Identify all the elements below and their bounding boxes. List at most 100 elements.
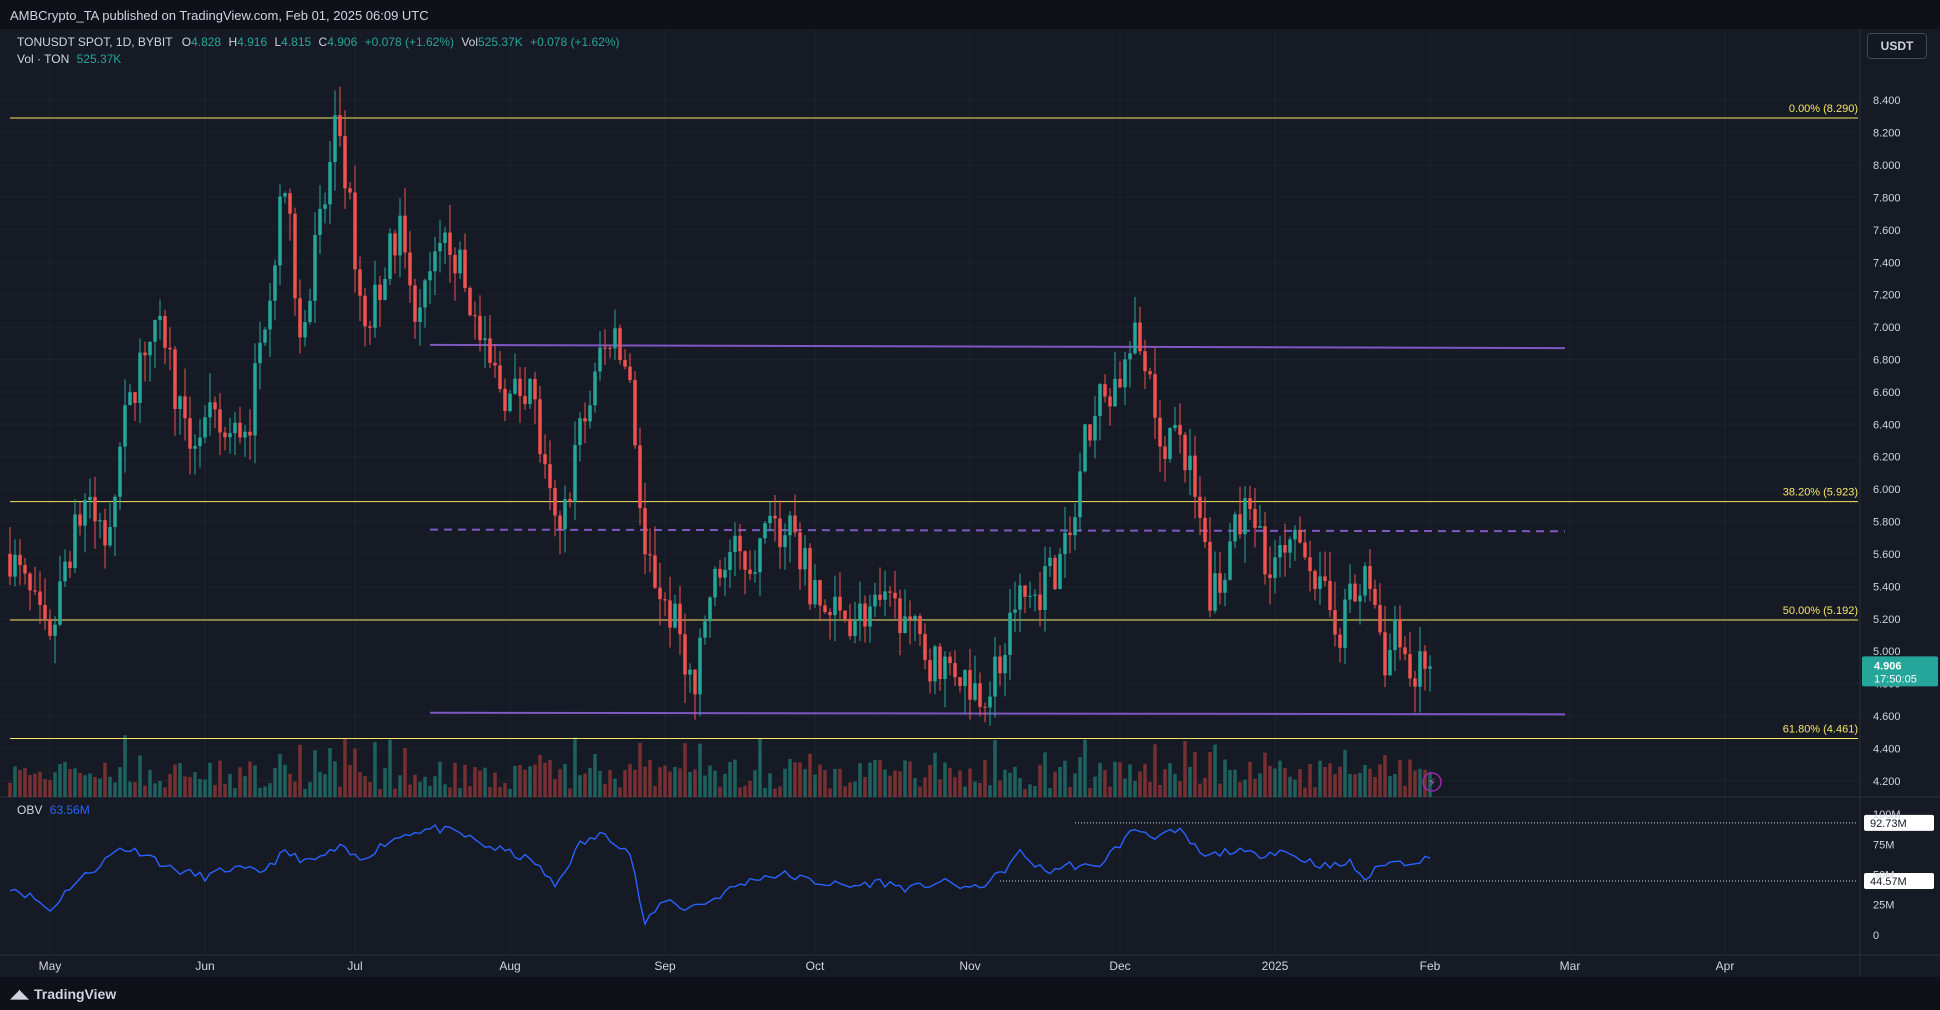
volume-bar (938, 779, 942, 797)
candle-body (688, 669, 692, 675)
volume-bar (693, 769, 697, 797)
candle-body (748, 569, 752, 574)
volume-bar (1088, 787, 1092, 797)
volume-bar (28, 774, 32, 797)
volume-bar (368, 782, 372, 797)
volume-bar (1413, 770, 1417, 797)
fib-label: 0.00% (8.290) (1789, 103, 1858, 115)
volume-bar (868, 762, 872, 797)
candle-body (178, 396, 182, 410)
candle-body (913, 616, 917, 620)
grid (0, 29, 1940, 977)
volume-bar (68, 769, 72, 797)
volume-bar (473, 767, 477, 797)
volume-bar (388, 739, 392, 797)
candle-body (1048, 557, 1052, 567)
volume-bar (173, 764, 177, 797)
candle-body (1333, 610, 1337, 635)
channel-line-lower[interactable] (429, 711, 1566, 716)
volume-bar (988, 785, 992, 797)
volume-bar (248, 761, 252, 797)
candle-body (353, 192, 357, 270)
volume-bar (873, 759, 877, 797)
obv-marker-label: 92.73M (1870, 818, 1907, 830)
volume-bar (573, 737, 577, 797)
price-tick-label: 4.400 (1873, 743, 1901, 755)
volume-bar (513, 765, 517, 797)
volume-bar (588, 767, 592, 797)
volume-bar (1298, 769, 1302, 797)
volume-bar (143, 785, 147, 797)
candle-body (403, 215, 407, 253)
volume-bar (908, 761, 912, 797)
chart-canvas[interactable]: 0.00% (8.290) 38.20% (5.923) 50.00% (5.192… (0, 29, 1940, 977)
volume-bar (723, 773, 727, 797)
candle-body (1028, 595, 1032, 597)
volume-bar (578, 775, 582, 797)
volume-bar (818, 764, 822, 797)
volume-bar (278, 753, 282, 797)
candle-body (838, 596, 842, 611)
time-tick-label: Jun (195, 959, 214, 973)
lightning-icon[interactable] (1422, 772, 1442, 792)
vol-label: Vol (461, 35, 479, 49)
candle-body (753, 572, 757, 574)
candle-body (963, 670, 967, 687)
candle-body (628, 366, 632, 381)
candle-body (603, 347, 607, 349)
volume-bar (533, 764, 537, 797)
time-tick-label: Aug (499, 959, 520, 973)
volume-bar (83, 775, 87, 797)
candle-body (673, 603, 677, 628)
candle-body (923, 634, 927, 661)
price-tick-label: 4.600 (1873, 711, 1901, 723)
volume-bar (403, 748, 407, 797)
volume-bar (1303, 787, 1307, 797)
currency-button[interactable]: USDT (1867, 33, 1927, 59)
volume-bar (773, 788, 777, 797)
volume-bar (528, 766, 532, 797)
volume-bar (448, 787, 452, 797)
candle-body (73, 514, 77, 569)
volume-bar (353, 748, 357, 797)
candle-body (93, 496, 97, 522)
price-tick-label: 7.200 (1873, 290, 1901, 302)
obv-tick-label: 50M (1873, 869, 1894, 881)
candle-body (118, 446, 122, 497)
volume-bar (748, 780, 752, 797)
candle-body (1013, 609, 1017, 613)
candle-body (1343, 599, 1347, 648)
volume-bar (893, 770, 897, 797)
volume-bar (1393, 774, 1397, 797)
volume-bar (1358, 772, 1362, 797)
volume-bar (1368, 768, 1372, 797)
candle-body (383, 278, 387, 300)
obv-marker-label: 44.57M (1870, 876, 1907, 888)
time-tick-label: Sep (654, 959, 676, 973)
candle-body (1393, 619, 1397, 651)
volume-bar (138, 755, 142, 797)
candle-body (1208, 541, 1212, 611)
candle-body (593, 371, 597, 406)
tradingview-logo[interactable]: ◢◣ TradingView (10, 986, 116, 1002)
volume-bar (973, 781, 977, 797)
volume-bar (1078, 757, 1082, 797)
candle-body (1193, 455, 1197, 497)
volume-bar (208, 762, 212, 797)
candle-body (843, 610, 847, 619)
candle-body (458, 249, 462, 274)
volume-bar (613, 778, 617, 797)
time-tick-label: May (39, 959, 62, 973)
candle-body (513, 378, 517, 394)
volume-bar (1308, 763, 1312, 797)
volume-bar (848, 782, 852, 797)
volume-bar (103, 762, 107, 797)
channel-line-mid[interactable] (429, 528, 1566, 533)
price-tick-label: 5.800 (1873, 517, 1901, 529)
volume-bar (1243, 779, 1247, 797)
candle-body (1143, 351, 1147, 372)
obv-tick-label: 0 (1873, 930, 1879, 942)
volume-bar (493, 772, 497, 797)
chart-area[interactable]: 0.00% (8.290) 38.20% (5.923) 50.00% (5.192… (0, 29, 1940, 977)
volume-bar (1063, 760, 1067, 797)
